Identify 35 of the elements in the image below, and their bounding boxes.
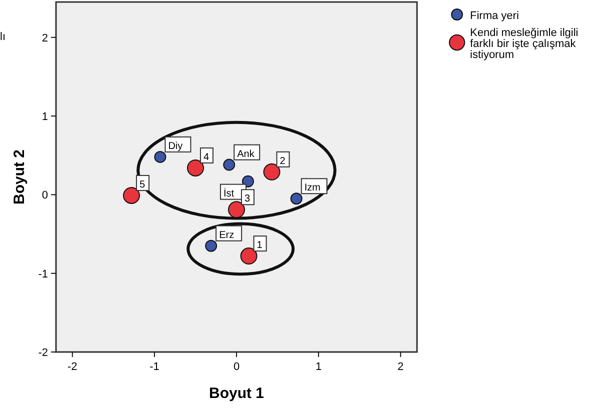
point bbox=[223, 158, 236, 171]
x-tick-label: 0 bbox=[233, 361, 240, 373]
y-tick-label: -1 bbox=[38, 268, 48, 280]
annotation: Erz bbox=[219, 230, 234, 241]
x-tick-label: -1 bbox=[150, 361, 160, 373]
annotation: 3 bbox=[244, 194, 250, 205]
x-axis-title: Boyut 1 bbox=[208, 385, 264, 402]
point bbox=[290, 192, 302, 205]
y-tick-label: 1 bbox=[42, 111, 48, 124]
annotation: 1 bbox=[256, 240, 263, 252]
x-tick-label: -2 bbox=[68, 361, 78, 373]
annotation: 4 bbox=[203, 152, 210, 163]
point bbox=[240, 248, 258, 265]
legend-label: Kendi mesleğimle ilgili farklı bir işte çalışmak istiyorum bbox=[470, 27, 578, 61]
y-tick-label: 0 bbox=[42, 190, 48, 202]
y-tick-label: 2 bbox=[42, 32, 48, 44]
annotation: 5 bbox=[139, 179, 146, 190]
point bbox=[154, 150, 166, 163]
point bbox=[228, 201, 245, 218]
point bbox=[205, 240, 218, 252]
point bbox=[263, 163, 280, 180]
x-tick-label: 1 bbox=[315, 361, 322, 373]
annotation: Izm bbox=[304, 182, 321, 194]
point bbox=[186, 159, 204, 176]
legend-label: Firma yeri bbox=[470, 10, 519, 22]
annotation: Ank bbox=[237, 148, 256, 160]
point bbox=[122, 186, 140, 204]
annotation: Diy bbox=[168, 140, 183, 152]
point bbox=[242, 175, 254, 188]
y-axis-title: Boyut 2 bbox=[11, 149, 28, 205]
text: lı bbox=[0, 31, 6, 43]
annotation: 2 bbox=[280, 156, 286, 167]
annotation: İst bbox=[223, 187, 234, 200]
x-tick-label: 2 bbox=[398, 361, 404, 373]
y-tick-label: -2 bbox=[38, 347, 48, 359]
